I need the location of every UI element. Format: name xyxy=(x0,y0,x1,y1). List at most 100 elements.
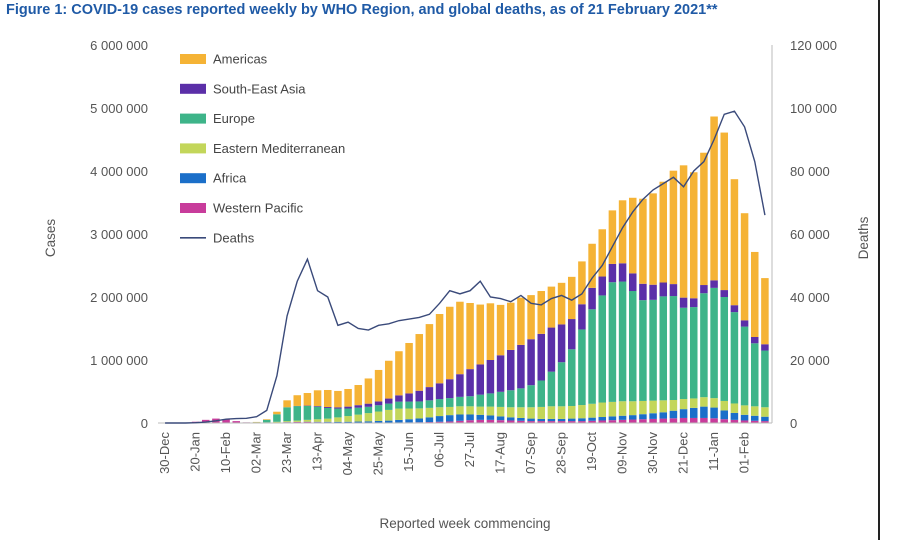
bar-segment xyxy=(557,282,566,325)
bar-segment xyxy=(750,343,759,407)
bar-segment xyxy=(334,417,342,422)
bar-segment xyxy=(517,344,525,389)
bar-segment xyxy=(618,281,627,402)
bar-segment xyxy=(517,297,525,345)
bar-segment xyxy=(344,406,352,409)
bar-segment xyxy=(740,414,749,421)
bar-segment xyxy=(659,412,668,419)
bar-segment xyxy=(537,418,546,422)
legend-label: South-East Asia xyxy=(213,81,306,96)
legend-swatch xyxy=(180,83,206,94)
bar-segment xyxy=(374,369,383,402)
bar-segment xyxy=(486,415,495,420)
bar-segment xyxy=(639,400,647,415)
bar-segment xyxy=(486,406,495,416)
bar-segment xyxy=(761,416,769,422)
y2-tick-label: 40 000 xyxy=(790,290,830,305)
bar-segment xyxy=(445,415,454,422)
bar-segment xyxy=(710,287,718,399)
bar-segment xyxy=(466,406,474,415)
bar-segment xyxy=(496,420,505,423)
bar-segment xyxy=(425,324,434,388)
legend-label: Europe xyxy=(213,111,255,126)
bar-segment xyxy=(679,307,688,400)
bar-segment xyxy=(395,395,403,402)
bar-segment xyxy=(415,418,424,423)
bar-segment xyxy=(415,334,424,391)
bar-segment xyxy=(700,406,708,418)
bar-segment xyxy=(669,410,678,419)
bar-segment xyxy=(405,342,413,394)
bar-segment xyxy=(273,421,281,423)
bar-segment xyxy=(283,400,291,408)
bar-segment xyxy=(273,414,281,422)
bar-segment xyxy=(456,420,464,423)
bar-segment xyxy=(323,389,332,407)
x-tick-label: 19-Oct xyxy=(584,432,599,471)
bar-segment xyxy=(689,307,698,399)
bar-segment xyxy=(517,407,525,418)
bar-segment xyxy=(700,285,708,294)
bar-segment xyxy=(486,303,495,360)
x-tick-label: 01-Feb xyxy=(737,432,752,473)
bar-segment xyxy=(740,326,749,406)
bar-segment xyxy=(395,408,403,420)
legend-item: Deaths xyxy=(180,230,255,245)
bar-segment xyxy=(710,280,718,288)
bar-segment xyxy=(689,417,698,423)
bar-segment xyxy=(578,421,586,423)
x-tick-label: 21-Dec xyxy=(676,432,691,474)
bar-segment xyxy=(527,339,535,386)
bar-segment xyxy=(700,417,708,423)
bar-segment xyxy=(598,295,607,403)
bar-segment xyxy=(344,421,352,423)
bar-segment xyxy=(384,409,393,421)
bar-segment xyxy=(334,390,342,408)
bar-segment xyxy=(262,419,271,420)
bar-segment xyxy=(476,406,485,415)
bar-segment xyxy=(496,304,505,356)
bar-segment xyxy=(293,395,302,406)
bar-segment xyxy=(405,401,413,409)
bar-segment xyxy=(435,314,444,384)
bar-segment xyxy=(547,327,556,372)
bar-segment xyxy=(710,418,718,423)
x-tick-label: 23-Mar xyxy=(279,431,294,473)
bar-segment xyxy=(750,251,759,337)
bar-segment xyxy=(283,421,291,423)
bar-segment xyxy=(761,344,769,351)
bar-segment xyxy=(456,406,464,415)
x-tick-label: 09-Nov xyxy=(615,432,630,474)
bar-segment xyxy=(232,421,241,423)
bar-segment xyxy=(435,416,444,422)
x-tick-label: 28-Sep xyxy=(554,432,569,474)
bar-segment xyxy=(486,393,495,407)
bar-segment xyxy=(689,172,698,299)
bar-segment xyxy=(750,415,759,421)
bar-segment xyxy=(628,401,637,416)
bar-segment xyxy=(669,284,678,297)
x-axis-ticks: 30-Dec 20-Jan 10-Feb 02-Mar 23-Mar 13-Apr 04-M… xyxy=(157,431,752,475)
bar-segment xyxy=(456,374,464,397)
bar-segment xyxy=(649,299,657,401)
x-axis-label: Reported week commencing xyxy=(379,516,550,531)
bar-segment xyxy=(323,421,332,423)
y-tick-label: 2 000 000 xyxy=(90,290,148,305)
bar-segment xyxy=(405,408,413,420)
bar-segment xyxy=(598,420,607,423)
y2-tick-label: 0 xyxy=(790,416,797,431)
bar-segment xyxy=(466,396,474,407)
bar-segment xyxy=(679,409,688,418)
bar-segment xyxy=(710,116,718,281)
legend-label: Deaths xyxy=(213,230,255,245)
bar-segment xyxy=(598,276,607,296)
bar-segment xyxy=(537,406,546,419)
bar-segment xyxy=(618,200,627,264)
bar-segment xyxy=(517,420,525,423)
bar-segment xyxy=(496,391,505,407)
bar-segment xyxy=(476,414,485,420)
legend-swatch xyxy=(180,143,206,154)
bar-segment xyxy=(588,287,596,310)
x-tick-label: 20-Jan xyxy=(188,432,203,472)
bar-segment xyxy=(323,407,332,419)
